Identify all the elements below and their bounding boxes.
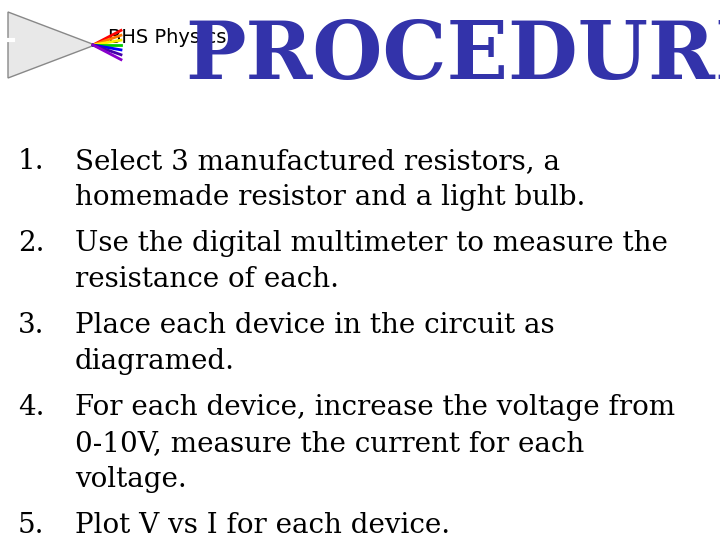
Text: 2.: 2. xyxy=(18,230,45,257)
Text: 4.: 4. xyxy=(18,394,45,421)
Text: For each device, increase the voltage from: For each device, increase the voltage fr… xyxy=(75,394,675,421)
Text: homemade resistor and a light bulb.: homemade resistor and a light bulb. xyxy=(75,184,585,211)
Text: 1.: 1. xyxy=(18,148,45,175)
Text: resistance of each.: resistance of each. xyxy=(75,266,339,293)
Text: PROCEDURE: PROCEDURE xyxy=(185,18,720,96)
Text: Plot V vs I for each device.: Plot V vs I for each device. xyxy=(75,512,450,539)
Text: Place each device in the circuit as: Place each device in the circuit as xyxy=(75,312,554,339)
Text: BHS Physics: BHS Physics xyxy=(108,28,226,47)
Text: voltage.: voltage. xyxy=(75,466,186,493)
Text: 0-10V, measure the current for each: 0-10V, measure the current for each xyxy=(75,430,584,457)
Polygon shape xyxy=(8,12,95,78)
Text: diagramed.: diagramed. xyxy=(75,348,235,375)
Text: Select 3 manufactured resistors, a: Select 3 manufactured resistors, a xyxy=(75,148,560,175)
Text: 5.: 5. xyxy=(18,512,45,539)
Text: Use the digital multimeter to measure the: Use the digital multimeter to measure th… xyxy=(75,230,668,257)
Text: 3.: 3. xyxy=(18,312,45,339)
